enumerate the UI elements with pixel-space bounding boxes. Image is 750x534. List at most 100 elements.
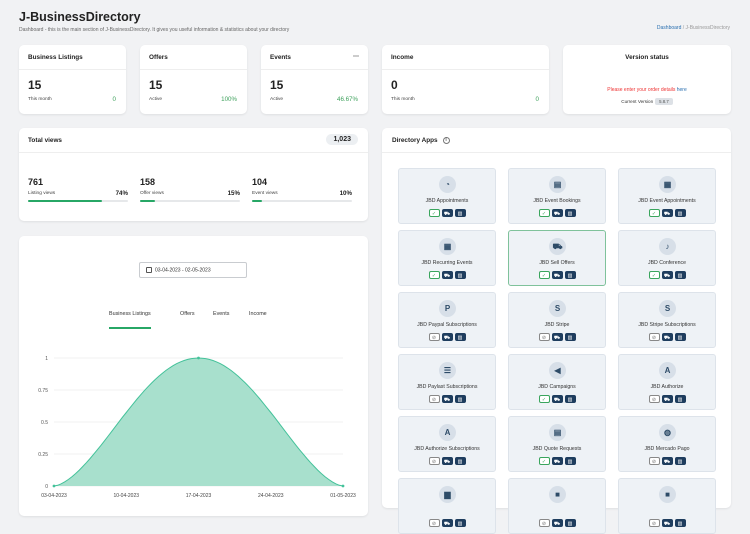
buy-cart-button[interactable]: ⛟: [661, 333, 673, 341]
app-actions: ✓ ⛟ ▥: [509, 395, 605, 403]
documentation-button[interactable]: ▥: [564, 209, 576, 217]
buy-cart-button[interactable]: ⛟: [661, 271, 673, 279]
stat-title: Business Listings: [28, 54, 83, 61]
documentation-button[interactable]: ▥: [564, 333, 576, 341]
breadcrumb-home-link[interactable]: Dashboard: [656, 25, 682, 31]
documentation-button[interactable]: ▥: [674, 209, 686, 217]
documentation-button[interactable]: ▥: [454, 519, 466, 527]
installed-check-icon: ✓: [648, 271, 660, 279]
order-details-link[interactable]: here: [676, 87, 687, 93]
stat-value: 15: [270, 78, 284, 92]
app-card[interactable]: ♪ JBD Conference ✓ ⛟ ▥: [618, 230, 716, 286]
order-details-warning: Please enter your order details here: [563, 87, 731, 93]
bus-icon: ▆: [439, 486, 456, 503]
stat-label: This month: [28, 97, 52, 102]
buy-cart-button[interactable]: ⛟: [551, 519, 563, 527]
app-card[interactable]: ▦ JBD Event Appointments ✓ ⛟ ▥: [618, 168, 716, 224]
authorize-subscriptions-icon: A: [439, 424, 456, 441]
documentation-button[interactable]: ▥: [674, 395, 686, 403]
ticket-icon: ▤: [549, 176, 566, 193]
buy-cart-button[interactable]: ⛟: [441, 457, 453, 465]
date-range-picker[interactable]: 03-04-2023 - 02-05-2023: [139, 262, 247, 278]
tab-business-listings[interactable]: Business Listings: [109, 311, 151, 329]
app-actions: ✓ ⛟ ▥: [399, 209, 495, 217]
installed-check-icon: ✓: [538, 209, 550, 217]
app-name: JBD Recurring Events: [421, 260, 473, 266]
info-icon[interactable]: i: [442, 137, 450, 144]
installed-check-icon: ✓: [538, 395, 550, 403]
divider: [140, 69, 247, 70]
buy-cart-button[interactable]: ⛟: [441, 209, 453, 217]
documentation-button[interactable]: ▥: [674, 333, 686, 341]
app-card[interactable]: ◔ JBD Appointments ✓ ⛟ ▥: [398, 168, 496, 224]
app-card[interactable]: ◍ JBD Mercado Pago ⊘ ⛟ ▥: [618, 416, 716, 472]
progress-fill: [252, 200, 262, 202]
documentation-button[interactable]: ▥: [564, 395, 576, 403]
app-card[interactable]: ▤ JBD Event Bookings ✓ ⛟ ▥: [508, 168, 606, 224]
documentation-button[interactable]: ▥: [674, 271, 686, 279]
documentation-button[interactable]: ▥: [454, 333, 466, 341]
buy-cart-button[interactable]: ⛟: [661, 209, 673, 217]
tab-offers[interactable]: Offers: [180, 311, 195, 317]
app-card[interactable]: S JBD Stripe Subscriptions ⊘ ⛟ ▥: [618, 292, 716, 348]
clock-icon: ◔: [439, 176, 456, 193]
stat-label: Active: [270, 97, 284, 102]
buy-cart-button[interactable]: ⛟: [661, 519, 673, 527]
documentation-button[interactable]: ▥: [454, 209, 466, 217]
calendar-icon: [146, 267, 152, 273]
installed-check-icon: ✓: [538, 457, 550, 465]
app-card[interactable]: S JBD Stripe ⊘ ⛟ ▥: [508, 292, 606, 348]
app-actions: ⊘ ⛟ ▥: [619, 333, 715, 341]
app-card[interactable]: A JBD Authorize ⊘ ⛟ ▥: [618, 354, 716, 410]
buy-cart-button[interactable]: ⛟: [441, 271, 453, 279]
stripe-icon: S: [549, 300, 566, 317]
views-area-chart: 0 0.25 0.5 0.75 1 03-04-2023 10-04-2023 17-04-2…: [38, 356, 356, 499]
buy-cart-button[interactable]: ⛟: [551, 457, 563, 465]
buy-cart-button[interactable]: ⛟: [661, 395, 673, 403]
video-icon: ■: [549, 486, 566, 503]
documentation-button[interactable]: ▥: [564, 457, 576, 465]
documentation-button[interactable]: ▥: [454, 395, 466, 403]
app-card[interactable]: ▆ ⊘ ⛟ ▥: [398, 478, 496, 534]
buy-cart-button[interactable]: ⛟: [551, 209, 563, 217]
x-tick-label: 10-04-2023: [113, 493, 139, 499]
app-name: JBD Appointments: [425, 198, 469, 204]
app-name: JBD Sell Offers: [539, 260, 575, 266]
data-point: [197, 356, 200, 360]
warning-text: Please enter your order details: [607, 87, 676, 93]
collapse-icon[interactable]: [353, 55, 359, 57]
stat-label: Active: [149, 97, 163, 102]
not-installed-icon: ⊘: [648, 519, 660, 527]
buy-cart-button[interactable]: ⛟: [441, 333, 453, 341]
buy-cart-button[interactable]: ⛟: [551, 271, 563, 279]
app-card[interactable]: ◀ JBD Campaigns ✓ ⛟ ▥: [508, 354, 606, 410]
app-card[interactable]: ■ ⊘ ⛟ ▥: [508, 478, 606, 534]
divider: [19, 69, 126, 70]
tab-income[interactable]: Income: [249, 311, 267, 317]
buy-cart-button[interactable]: ⛟: [441, 519, 453, 527]
total-views-title: Total views: [28, 137, 62, 144]
buy-cart-button[interactable]: ⛟: [551, 333, 563, 341]
app-card[interactable]: ■ ⊘ ⛟ ▥: [618, 478, 716, 534]
app-card[interactable]: ☰ JBD Paylast Subscriptions ⊘ ⛟ ▥: [398, 354, 496, 410]
buy-cart-button[interactable]: ⛟: [551, 395, 563, 403]
total-views-card: Total views 1,023 761 Listing views 74% …: [19, 128, 368, 221]
documentation-button[interactable]: ▥: [454, 457, 466, 465]
chart-tabs: Business Listings Offers Events Income: [109, 311, 279, 329]
app-card[interactable]: ⛟ JBD Sell Offers ✓ ⛟ ▥: [508, 230, 606, 286]
stat-percent: 0: [535, 96, 539, 103]
buy-cart-button[interactable]: ⛟: [441, 395, 453, 403]
mercadopago-icon: ◍: [659, 424, 676, 441]
app-card[interactable]: P JBD Paypal Subscriptions ⊘ ⛟ ▥: [398, 292, 496, 348]
tab-events[interactable]: Events: [213, 311, 230, 317]
documentation-button[interactable]: ▥: [674, 519, 686, 527]
app-card[interactable]: ▦ JBD Recurring Events ✓ ⛟ ▥: [398, 230, 496, 286]
buy-cart-button[interactable]: ⛟: [661, 457, 673, 465]
app-card[interactable]: ▤ JBD Quote Requests ✓ ⛟ ▥: [508, 416, 606, 472]
documentation-button[interactable]: ▥: [674, 457, 686, 465]
documentation-button[interactable]: ▥: [454, 271, 466, 279]
calendar-repeat-icon: ▦: [439, 238, 456, 255]
documentation-button[interactable]: ▥: [564, 271, 576, 279]
documentation-button[interactable]: ▥: [564, 519, 576, 527]
app-card[interactable]: A JBD Authorize Subscriptions ⊘ ⛟ ▥: [398, 416, 496, 472]
